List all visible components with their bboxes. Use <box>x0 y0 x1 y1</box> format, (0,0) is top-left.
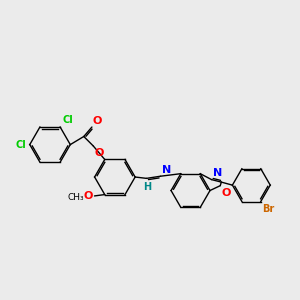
Text: N: N <box>213 168 222 178</box>
Text: O: O <box>93 116 102 126</box>
Text: O: O <box>221 188 231 198</box>
Text: CH₃: CH₃ <box>68 193 84 202</box>
Text: H: H <box>143 182 151 192</box>
Text: N: N <box>162 165 171 175</box>
Text: O: O <box>84 191 93 202</box>
Text: Cl: Cl <box>16 140 26 150</box>
Text: Cl: Cl <box>62 115 73 125</box>
Text: Br: Br <box>262 204 274 214</box>
Text: O: O <box>94 148 104 158</box>
